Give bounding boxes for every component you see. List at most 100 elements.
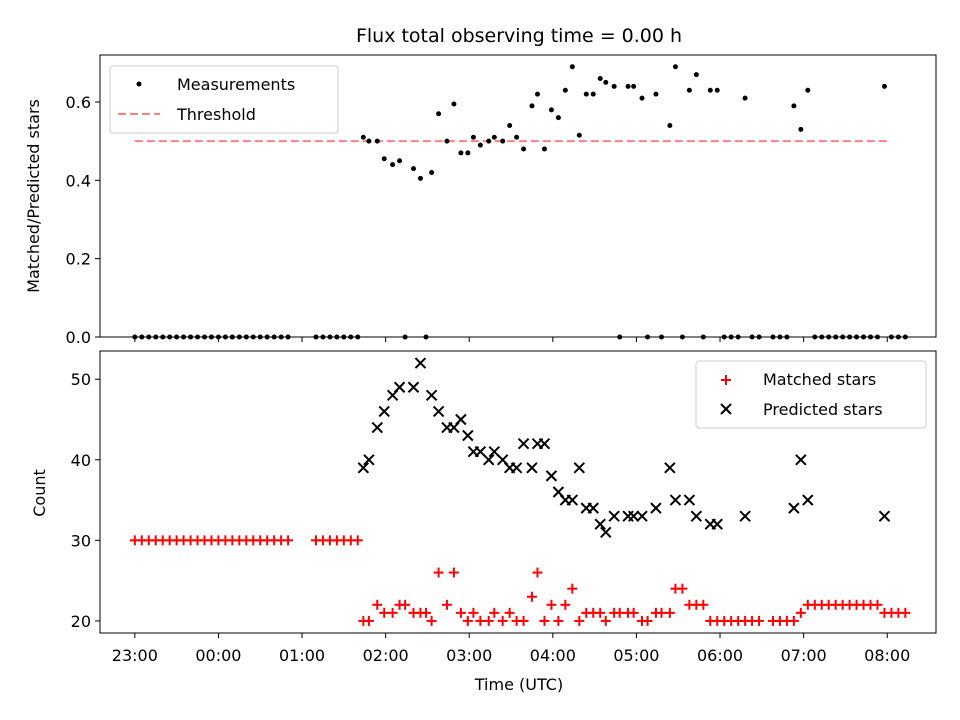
measurement-point <box>411 166 416 172</box>
matched-stars-point <box>900 607 911 618</box>
y-tick-label: 40 <box>71 451 91 470</box>
matched-stars-point <box>497 615 508 626</box>
measurement-point <box>397 158 403 164</box>
top-legend-measurements-label: Measurements <box>177 75 295 94</box>
predicted-stars-point <box>600 526 612 538</box>
matched-stars-point <box>352 535 363 546</box>
measurement-point <box>625 83 631 89</box>
y-tick-label: 30 <box>71 531 91 550</box>
measurement-point <box>514 134 520 140</box>
predicted-stars-point <box>573 462 586 474</box>
measurement-point <box>881 83 887 89</box>
measurement-point <box>611 83 617 89</box>
measurement-point <box>590 91 596 97</box>
x-tick-label: 08:00 <box>864 646 910 665</box>
matched-stars-point <box>468 607 479 618</box>
matched-stars-point <box>567 583 578 594</box>
measurement-point <box>465 150 471 156</box>
matched-stars-point <box>518 615 529 626</box>
bottom-panel-data <box>129 357 911 626</box>
matched-stars-point <box>387 607 398 618</box>
measurement-point <box>548 107 554 113</box>
measurement-point <box>555 115 561 121</box>
matched-stars-point <box>483 615 494 626</box>
measurement-point <box>686 87 692 93</box>
bottom-legend-matched-marker <box>721 375 731 385</box>
matched-stars-point <box>677 583 688 594</box>
matched-stars-point <box>628 607 639 618</box>
measurement-point <box>791 103 797 109</box>
predicted-stars-point <box>683 494 696 506</box>
top-legend-measurements-marker <box>136 81 142 87</box>
bottom-panel-y-axis-label: Count <box>30 469 49 517</box>
predicted-stars-point <box>425 389 438 402</box>
predicted-stars-point <box>371 421 383 434</box>
top-panel-frame <box>99 54 937 338</box>
x-tick-label: 01:00 <box>279 646 325 665</box>
predicted-stars-point <box>432 405 445 418</box>
matched-stars-point <box>283 535 294 546</box>
bottom-panel-y-ticks: 20 30 40 50 <box>71 370 100 631</box>
predicted-stars-point <box>650 502 662 514</box>
measurement-point <box>521 146 527 152</box>
bottom-legend-predicted-label: Predicted stars <box>763 400 883 419</box>
matched-stars-point <box>448 567 459 578</box>
matched-stars-point <box>400 599 411 610</box>
measurement-point <box>458 150 464 156</box>
predicted-stars-point <box>526 462 538 474</box>
predicted-stars-point <box>462 429 474 442</box>
predicted-stars-point <box>802 494 814 506</box>
matched-stars-point <box>795 607 806 618</box>
y-tick-label: 0.2 <box>66 250 91 269</box>
predicted-stars-point <box>739 510 751 522</box>
predicted-stars-point <box>664 462 676 474</box>
measurement-point <box>653 91 659 97</box>
measurement-point <box>805 87 811 93</box>
x-tick-label: 00:00 <box>195 646 241 665</box>
predicted-stars-point <box>357 462 370 474</box>
measurement-point <box>486 138 492 144</box>
matched-stars-point <box>372 599 383 610</box>
predicted-stars-point <box>414 357 427 369</box>
measurement-point <box>693 72 699 78</box>
matched-stars-point <box>489 607 500 618</box>
top-panel: 0.0 0.2 0.4 0.6 Matched/Predicted stars Mea… <box>24 54 937 347</box>
measurement-point <box>374 138 380 144</box>
measurement-point <box>603 79 609 85</box>
measurement-point <box>360 134 366 140</box>
predicted-stars-point <box>363 454 375 466</box>
predicted-stars-point <box>627 510 640 522</box>
y-tick-label: 0.0 <box>66 328 91 347</box>
matched-stars-point <box>595 607 606 618</box>
predicted-stars-point <box>636 510 648 522</box>
matched-stars-point <box>546 599 557 610</box>
measurement-point <box>569 64 575 70</box>
measurement-point <box>631 83 637 89</box>
y-tick-label: 20 <box>71 612 91 631</box>
predicted-stars-point <box>669 494 682 506</box>
bottom-legend-matched-label: Matched stars <box>763 370 876 389</box>
measurement-point <box>500 138 506 144</box>
measurement-point <box>667 123 673 128</box>
x-tick-label: 04:00 <box>530 646 576 665</box>
matched-stars-point <box>872 599 883 610</box>
measurement-point <box>535 91 541 97</box>
x-tick-label: 06:00 <box>697 646 743 665</box>
bottom-panel: 20 30 40 50 23:00 00:00 01:00 02:00 03:00 04:00 0… <box>30 350 937 694</box>
top-legend-threshold-label: Threshold <box>176 105 256 124</box>
measurement-point <box>541 146 547 152</box>
matched-stars-point <box>560 599 571 610</box>
bottom-legend-predicted-marker <box>720 403 732 415</box>
measurement-point <box>639 95 645 101</box>
x-tick-label: 02:00 <box>363 646 409 665</box>
predicted-stars-point <box>545 470 558 482</box>
measurement-point <box>491 134 497 140</box>
predicted-stars-point <box>517 437 530 450</box>
y-tick-label: 0.4 <box>66 171 91 190</box>
predicted-stars-point <box>393 381 406 393</box>
matched-stars-point <box>363 615 374 626</box>
measurement-point <box>429 170 435 175</box>
x-axis-label: Time (UTC) <box>474 675 563 694</box>
measurement-point <box>742 95 748 101</box>
matched-stars-point <box>698 599 709 610</box>
